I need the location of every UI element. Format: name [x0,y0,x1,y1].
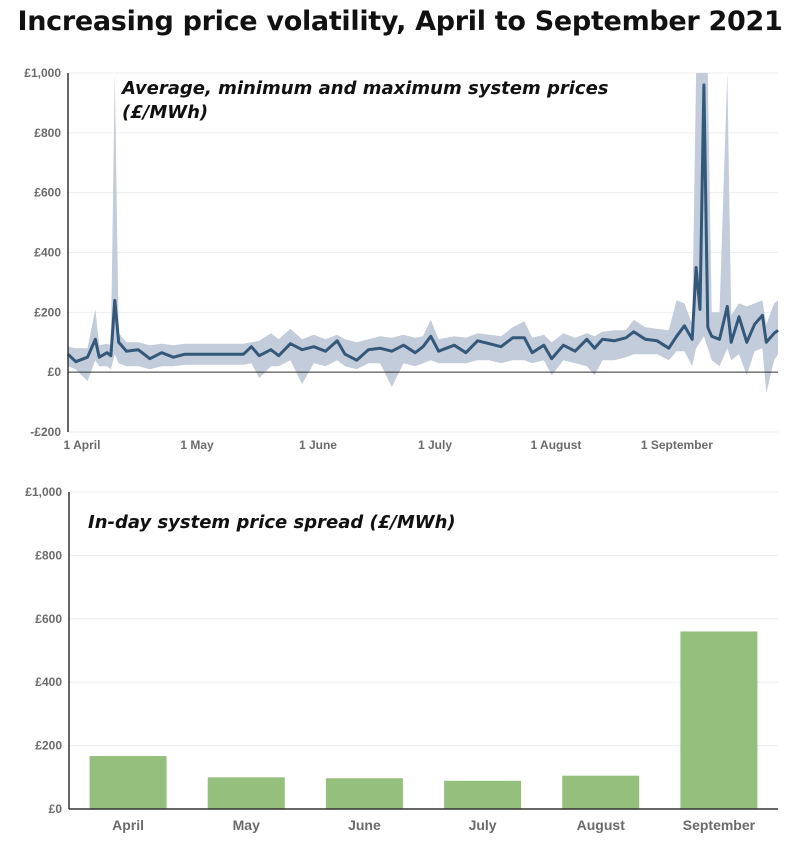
y-tick-label: £200 [35,739,62,753]
y-tick-label: £600 [35,612,62,626]
y-tick-label: £0 [49,802,63,816]
y-tick-label: £800 [34,126,61,140]
bar-august [562,775,640,809]
bar-june [325,778,403,809]
y-tick-label: -£200 [30,425,61,439]
x-category-label: August [577,817,626,833]
average-price-line [66,83,779,364]
chart-title: Increasing price volatility, April to Se… [17,6,783,37]
x-tick-label: 1 May [180,438,214,452]
x-category-label: April [112,817,144,833]
x-tick-label: 1 September [641,438,713,452]
y-tick-label: £1,000 [24,66,61,80]
y-tick-label: £200 [34,305,61,319]
y-tick-label: £400 [35,675,62,689]
bottom-annotation: In-day system price spread (£/MWh) [88,512,456,533]
y-tick-label: £1,000 [25,485,62,499]
bar-july [444,780,522,809]
bar-september [680,631,758,809]
x-category-label: September [683,817,756,833]
x-tick-label: 1 July [418,438,452,452]
x-tick-label: 1 April [64,438,101,452]
x-category-label: June [348,817,381,833]
bar-april [89,756,167,809]
top-annotation-line2: (£/MWh) [122,102,208,123]
x-category-label: July [469,817,497,833]
x-category-label: May [233,817,260,833]
y-tick-label: £800 [35,548,62,562]
y-tick-label: £400 [34,246,61,260]
x-tick-label: 1 August [530,438,581,452]
line-chart-average-min-max-prices: -£200 £0 £200 £400 £600 £800 £1,000 1 April 1 Ma… [24,66,779,452]
y-tick-label: £600 [34,186,61,200]
bar-may [207,777,285,809]
top-annotation-line1: Average, minimum and maximum system pric… [120,78,609,99]
min-max-band [68,73,778,394]
y-tick-label: £0 [48,365,62,379]
x-tick-label: 1 June [299,438,337,452]
